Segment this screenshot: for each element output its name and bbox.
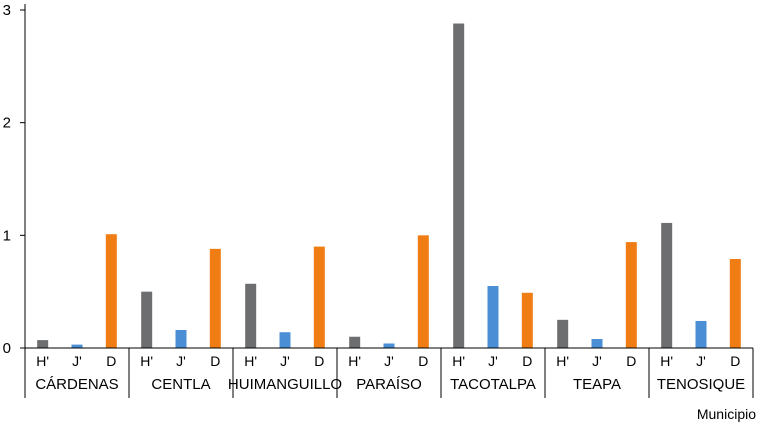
bar	[487, 286, 499, 348]
series-tick-label: H'	[244, 353, 257, 369]
series-tick-label: D	[106, 353, 116, 369]
y-tick-label: 2	[3, 115, 11, 132]
bar	[313, 246, 325, 348]
bar	[625, 242, 637, 348]
x-axis-label: Municipio	[697, 406, 756, 422]
y-axis: 0 1 2 3	[3, 2, 26, 357]
bar	[349, 336, 361, 348]
series-tick-label: J'	[488, 353, 498, 369]
series-tick-label: H'	[452, 353, 465, 369]
bar	[279, 332, 291, 348]
series-tick-label: J'	[696, 353, 706, 369]
bar	[695, 320, 707, 348]
y-tick-label: 3	[3, 2, 11, 19]
bar	[521, 292, 533, 348]
category-label: TENOSIQUE	[657, 376, 745, 393]
bar	[383, 343, 395, 348]
series-tick-label: D	[314, 353, 324, 369]
bar	[175, 329, 187, 348]
bar	[661, 222, 673, 348]
y-tick-label: 0	[3, 340, 11, 357]
series-tick-label: D	[210, 353, 220, 369]
category-label: HUIMANGUILLO	[228, 376, 342, 393]
category-label: CÁRDENAS	[35, 376, 118, 393]
series-tick-label: J'	[592, 353, 602, 369]
category-label: TACOTALPA	[450, 376, 536, 393]
bar	[37, 340, 49, 348]
series-tick-label: J'	[72, 353, 82, 369]
series-tick-label: J'	[280, 353, 290, 369]
series-tick-label: D	[626, 353, 636, 369]
bar	[729, 258, 741, 348]
bar	[71, 344, 83, 348]
bars	[37, 23, 741, 349]
category-label: CENTLA	[151, 376, 210, 393]
series-tick-label: D	[730, 353, 740, 369]
bar	[557, 319, 569, 348]
y-tick-label: 1	[3, 227, 11, 244]
series-tick-label: J'	[176, 353, 186, 369]
bar	[141, 291, 153, 348]
bar	[453, 23, 465, 349]
series-tick-label: H'	[660, 353, 673, 369]
bar	[245, 283, 257, 348]
category-label: TEAPA	[573, 376, 621, 393]
bar	[417, 235, 429, 348]
series-tick-label: J'	[384, 353, 394, 369]
series-tick-label: H'	[140, 353, 153, 369]
series-tick-label: D	[522, 353, 532, 369]
series-tick-label: D	[418, 353, 428, 369]
series-tick-label: H'	[348, 353, 361, 369]
series-tick-label: H'	[36, 353, 49, 369]
category-label: PARAÍSO	[356, 376, 422, 393]
series-tick-label: H'	[556, 353, 569, 369]
bar	[105, 234, 117, 348]
bar	[591, 338, 603, 348]
bar	[209, 248, 221, 348]
